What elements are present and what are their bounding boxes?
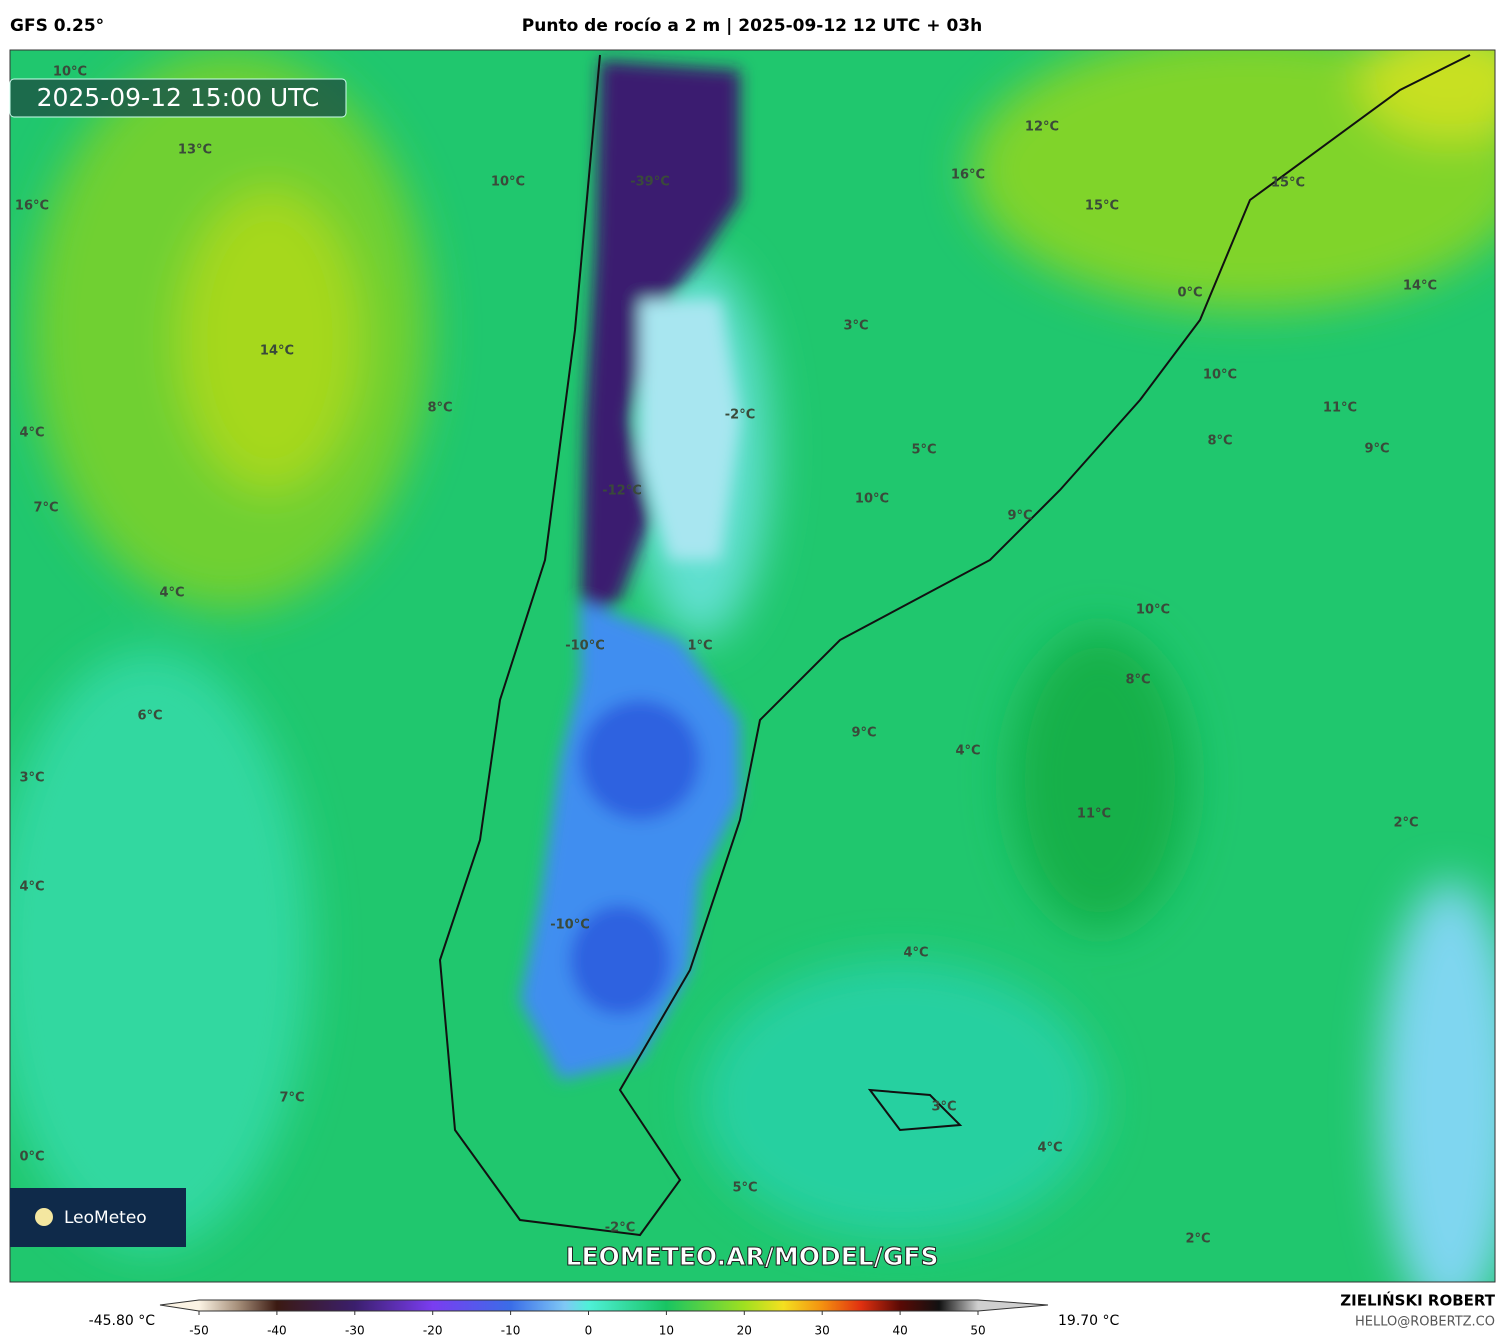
map-field: 10°C 13°C 10°C -39°C 16°C 12°C 16°C 15°C 15°C 0°C… [10,50,1495,1282]
map-title: Punto de rocío a 2 m | 2025-09-12 12 UTC… [522,16,982,36]
contact: HELLO@ROBERTZ.CO [1355,1315,1495,1330]
isoline-label: -2°C [725,408,755,423]
isoline-label: 14°C [1403,279,1437,294]
isoline-label: 13°C [178,143,212,158]
isoline-label: 11°C [1323,401,1357,416]
colorbar-tick-label: 20 [737,1324,752,1338]
isoline-label: 2°C [1393,816,1418,831]
isoline-label: 5°C [732,1181,757,1196]
isoline-label: 10°C [53,65,87,80]
colorbar-tick-label: -10 [501,1324,521,1338]
valid-time: 2025-09-12 15:00 UTC [37,83,320,112]
isoline-label: 6°C [137,709,162,724]
isoline-label: 9°C [1007,509,1032,524]
colorbar-tick-label: 50 [970,1324,985,1338]
colorbar-tick-label: 30 [815,1324,830,1338]
isoline-label: 4°C [1037,1141,1062,1156]
time-box [9,78,347,118]
isoline-label: -10°C [565,639,605,654]
isoline-label: 10°C [1203,368,1237,383]
logo: LeoMeteo [64,1208,147,1228]
isoline-label: 4°C [903,946,928,961]
watermark: LEOMETEO.AR/MODEL/GFS [566,1242,939,1271]
isoline-label: 9°C [1364,442,1389,457]
isoline-label: -2°C [605,1221,635,1236]
isoline-label: -39°C [630,175,670,190]
isoline-label: 3°C [843,319,868,334]
isoline-label: 2°C [1185,1232,1210,1247]
isoline-label: 4°C [955,744,980,759]
isoline-label: 14°C [260,344,294,359]
isoline-label: -12°C [602,484,642,499]
isoline-label: 3°C [19,771,44,786]
isoline-label: 5°C [911,443,936,458]
isoline-label: 10°C [1136,603,1170,618]
isoline-label: 15°C [1085,199,1119,214]
isoline-label: 12°C [1025,120,1059,135]
colorbar-tick-label: -30 [345,1324,365,1338]
model-label: GFS 0.25° [10,16,104,36]
isoline-label: 11°C [1077,807,1111,822]
isoline-label: 4°C [19,426,44,441]
isoline-label: 0°C [19,1150,44,1165]
isoline-label: -10°C [550,918,590,933]
colorbar-tick-label: -20 [423,1324,443,1338]
colorbar [159,1299,1049,1312]
isoline-label: 1°C [687,639,712,654]
isoline-label: 0°C [1177,286,1202,301]
isoline-label: 7°C [33,501,58,516]
isoline-label: 10°C [491,175,525,190]
colorbar-tick-label: 0 [585,1324,593,1338]
colorbar-min: -45.80 °C [89,1313,156,1329]
colorbar-tick-label: 40 [892,1324,907,1338]
isoline-label: 3°C [931,1100,956,1115]
isoline-label: 4°C [19,880,44,895]
isoline-label: 8°C [427,401,452,416]
isoline-label: 15°C [1271,176,1305,191]
isoline-label: 16°C [951,168,985,183]
author: ZIELIŃSKI ROBERT [1340,1291,1495,1310]
isoline-label: 8°C [1125,673,1150,688]
isoline-label: 8°C [1207,434,1232,449]
isoline-label: 16°C [15,199,49,214]
colorbar-tick-label: -40 [267,1324,287,1338]
isoline-label: 4°C [159,586,184,601]
colorbar-max: 19.70 °C [1058,1313,1120,1329]
isoline-label: 9°C [851,726,876,741]
colorbar-tick-label: 10 [659,1324,674,1338]
isoline-label: 7°C [279,1091,304,1106]
isoline-label: 10°C [855,492,889,507]
colorbar-tick-label: -50 [189,1324,209,1338]
